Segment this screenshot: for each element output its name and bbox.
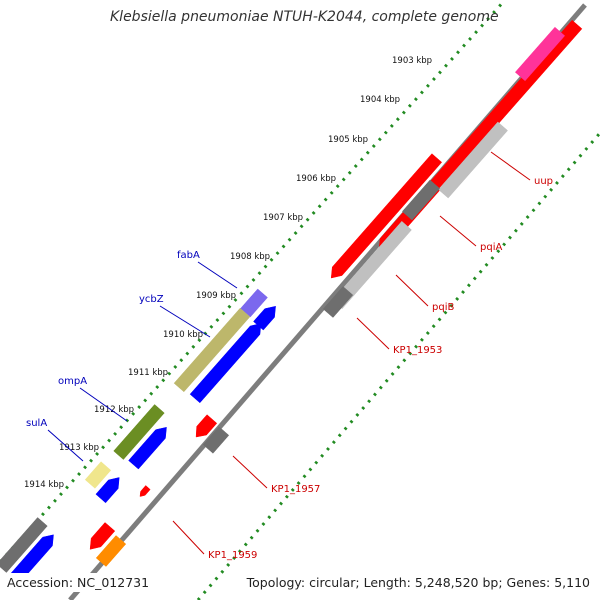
cds-khaki bbox=[173, 307, 251, 393]
gene-leader-line bbox=[47, 429, 84, 462]
tick-label: 1914 kbp bbox=[24, 480, 64, 490]
cds-paleyellow bbox=[84, 461, 112, 489]
gene-label-pqiB: pqiB bbox=[432, 302, 454, 313]
gene-leader-line bbox=[172, 520, 205, 555]
tick-label: 1910 kbp bbox=[163, 330, 203, 340]
accession-text: Accession: NC_012731 bbox=[3, 573, 154, 592]
tick-label: 1913 kbp bbox=[59, 443, 99, 453]
cds-blue-2 bbox=[189, 323, 262, 404]
cds-red-small-1 bbox=[195, 414, 218, 438]
cds-orange bbox=[95, 535, 127, 567]
cds-pink bbox=[514, 26, 566, 82]
cds-darkgray-1 bbox=[401, 179, 441, 221]
cds-blue-4 bbox=[95, 477, 120, 504]
gene-label-uup: uup bbox=[534, 176, 553, 187]
gene-leader-line bbox=[159, 305, 211, 338]
tick-label: 1908 kbp bbox=[230, 252, 270, 262]
gene-leader-line bbox=[79, 387, 128, 422]
cds-red-small-2 bbox=[89, 522, 116, 550]
cds-red-2 bbox=[330, 153, 443, 279]
cds-olive bbox=[113, 404, 165, 460]
tick-label: 1903 kbp bbox=[392, 56, 432, 66]
gene-leader-line bbox=[439, 215, 477, 247]
gene-label-pqiA: pqiA bbox=[480, 242, 502, 253]
cds-darkgray-4 bbox=[0, 517, 48, 573]
genome-summary-text: Topology: circular; Length: 5,248,520 bp… bbox=[242, 573, 594, 592]
cds-blue-3 bbox=[128, 426, 167, 470]
tick-label: 1907 kbp bbox=[263, 213, 303, 223]
gene-leader-line bbox=[356, 317, 390, 350]
tick-label: 1912 kbp bbox=[94, 405, 134, 415]
cds-darkgray-2 bbox=[322, 286, 354, 318]
gene-label-KP1_1953: KP1_1953 bbox=[393, 345, 442, 356]
gene-label-ompA: ompA bbox=[58, 376, 87, 387]
gene-label-KP1_1959: KP1_1959 bbox=[208, 550, 257, 561]
cds-darkgray-3 bbox=[202, 426, 230, 454]
tick-label: 1904 kbp bbox=[360, 95, 400, 105]
gene-label-sulA: sulA bbox=[26, 418, 47, 429]
tick-label: 1909 kbp bbox=[196, 291, 236, 301]
gene-label-KP1_1957: KP1_1957 bbox=[271, 484, 320, 495]
tick-ring-inner bbox=[0, 0, 507, 564]
tick-label: 1911 kbp bbox=[128, 368, 168, 378]
cds-lightgray-1 bbox=[438, 121, 508, 199]
tick-label: 1906 kbp bbox=[296, 174, 336, 184]
gene-leader-line bbox=[395, 274, 429, 307]
gene-leader-line bbox=[197, 261, 238, 289]
gene-leader-line bbox=[490, 151, 531, 181]
gene-label-fabA: fabA bbox=[177, 250, 200, 261]
gene-label-ycbZ: ycbZ bbox=[139, 294, 164, 305]
tick-ring-outer bbox=[196, 132, 600, 600]
map-title: Klebsiella pneumoniae NTUH-K2044, comple… bbox=[110, 9, 499, 25]
gene-leader-line bbox=[232, 455, 268, 489]
tick-label: 1905 kbp bbox=[328, 135, 368, 145]
cds-red-tiny bbox=[139, 485, 151, 497]
